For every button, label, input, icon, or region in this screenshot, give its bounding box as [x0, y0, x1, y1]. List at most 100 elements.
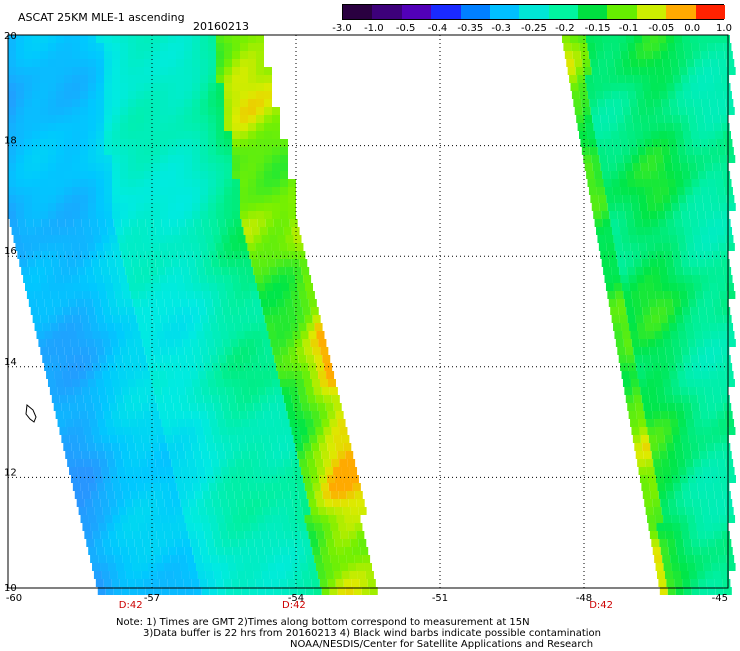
wind-cell [197, 235, 206, 243]
wind-cell [306, 523, 315, 531]
wind-cell [248, 163, 256, 171]
wind-cell [592, 163, 601, 171]
wind-cell [185, 451, 194, 459]
wind-cell [306, 291, 315, 299]
wind-cell [175, 243, 184, 251]
wind-cell [236, 531, 245, 539]
wind-cell [711, 67, 720, 75]
wind-cell [684, 547, 693, 555]
wind-cell [128, 91, 136, 99]
wind-cell [646, 59, 655, 67]
wind-cell [182, 507, 191, 515]
wind-cell [232, 67, 240, 75]
wind-cell [635, 315, 644, 323]
wind-cell [584, 163, 593, 171]
wind-cell [67, 395, 76, 403]
wind-cell [120, 59, 128, 67]
wind-cell [176, 483, 185, 491]
wind-cell [8, 115, 16, 123]
wind-cell [667, 179, 676, 187]
wind-cell [64, 187, 72, 195]
wind-cell [221, 467, 230, 475]
wind-cell [655, 475, 664, 483]
wind-cell [619, 43, 628, 51]
wind-cell [204, 563, 213, 571]
wind-cell [194, 355, 203, 363]
wind-cell [306, 355, 315, 363]
wind-cell [275, 227, 284, 235]
wind-cell [64, 43, 72, 51]
wind-cell [185, 419, 194, 427]
wind-cell [32, 115, 40, 123]
wind-cell [250, 323, 259, 331]
wind-cell [284, 531, 293, 539]
wind-cell [32, 43, 40, 51]
wind-cell [318, 539, 327, 547]
wind-cell [614, 59, 623, 67]
wind-cell [337, 419, 346, 427]
wind-cell [120, 43, 128, 51]
wind-cell [654, 555, 663, 563]
wind-cell [256, 67, 264, 75]
wind-cell [103, 379, 112, 387]
wind-cell [278, 371, 287, 379]
wind-cell [128, 347, 137, 355]
wind-cell [682, 491, 691, 499]
wind-cell [184, 43, 192, 51]
wind-cell [216, 99, 224, 107]
wind-cell [192, 75, 200, 83]
wind-cell [239, 379, 248, 387]
wind-cell [274, 555, 283, 563]
wind-cell [88, 179, 96, 187]
wind-cell [726, 243, 735, 251]
wind-cell [665, 347, 674, 355]
wind-cell [287, 243, 296, 251]
wind-cell [634, 83, 643, 91]
wind-cell [110, 507, 119, 515]
wind-cell [727, 67, 736, 75]
wind-cell [249, 219, 258, 227]
wind-cell [679, 67, 688, 75]
wind-cell [184, 547, 193, 555]
wind-cell [101, 571, 110, 579]
wind-cell [142, 507, 151, 515]
wind-cell [628, 411, 637, 419]
wind-cell [688, 571, 697, 579]
wind-cell [151, 443, 160, 451]
wind-cell [360, 547, 369, 555]
wind-cell [223, 275, 232, 283]
wind-cell [144, 211, 152, 219]
wind-cell [214, 339, 223, 347]
wind-cell [248, 67, 256, 75]
wind-cell [212, 531, 221, 539]
wind-cell [40, 171, 48, 179]
wind-cell [279, 243, 288, 251]
wind-cell [201, 251, 210, 259]
wind-cell [119, 443, 128, 451]
wind-cell [259, 459, 268, 467]
wind-cell [211, 259, 220, 267]
wind-cell [599, 155, 608, 163]
wind-cell [295, 443, 304, 451]
wind-cell [225, 587, 234, 595]
wind-cell [163, 427, 172, 435]
wind-cell [72, 347, 81, 355]
wind-cell [681, 75, 690, 83]
wind-cell [705, 395, 714, 403]
wind-cell [683, 403, 692, 411]
wind-cell [240, 203, 248, 211]
wind-cell [219, 459, 228, 467]
wind-cell [655, 203, 664, 211]
wind-cell [290, 291, 299, 299]
wind-cell [726, 467, 735, 475]
wind-cell [708, 499, 717, 507]
wind-cell [577, 75, 586, 83]
wind-cell [88, 75, 96, 83]
wind-cell [208, 75, 216, 83]
wind-cell [673, 211, 682, 219]
wind-cell [159, 379, 168, 387]
wind-cell [210, 323, 219, 331]
wind-cell [92, 299, 101, 307]
wind-cell [200, 83, 208, 91]
wind-cell [685, 371, 694, 379]
